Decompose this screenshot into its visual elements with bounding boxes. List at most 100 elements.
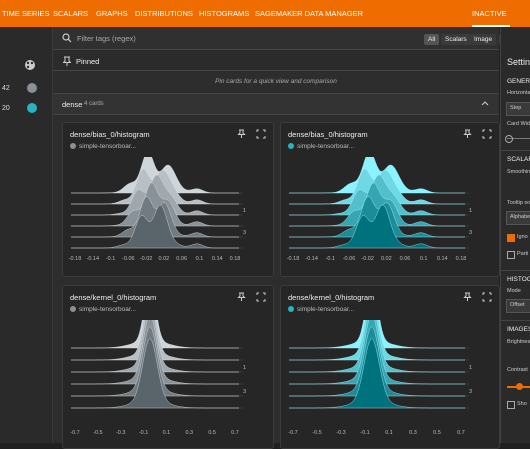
setting-label: Mode <box>507 288 521 294</box>
pinned-title: Pinned <box>76 57 100 66</box>
x-tick-label: 0.7 <box>231 430 239 436</box>
y-tick-label: 3 <box>243 389 246 395</box>
card-actions[interactable] <box>463 129 493 139</box>
setting-label: Tooltip so <box>507 200 530 206</box>
card-actions[interactable] <box>463 292 493 302</box>
status-underline <box>472 25 510 27</box>
checkbox[interactable] <box>507 234 515 242</box>
x-tick-label: 0.1 <box>196 256 204 262</box>
x-tick-label: 0.1 <box>163 430 171 436</box>
setting-label: Offset <box>510 302 525 308</box>
nav-tab[interactable]: GRAPHS <box>96 9 128 18</box>
ridge-plot: 1 3 -0.18 -0.14 -0.1 -0.06 -0.02 0.02 0.06 0.1 0.1… <box>287 157 472 262</box>
y-tick-label: 1 <box>469 365 472 371</box>
x-tick-label: -0.1 <box>106 256 115 262</box>
card-actions[interactable] <box>237 129 267 139</box>
x-tick-label: -0.18 <box>69 256 82 262</box>
palette-icon[interactable] <box>24 59 36 71</box>
x-tick-label: -0.7 <box>288 430 297 436</box>
setting-label: Brightnes <box>507 339 530 345</box>
top-bar: INACTIVE TIME SERIES SCALARS GRAPHS DISTRIB… <box>0 0 530 27</box>
x-tick-label: 0.1 <box>420 256 428 262</box>
run-color[interactable] <box>27 83 37 93</box>
checkbox[interactable] <box>507 251 515 259</box>
ridge-plot: 1 3 -0.18 -0.14 -0.1 -0.06 -0.02 0.02 0.06 0.1 0.1… <box>69 157 246 262</box>
collapse-icon[interactable] <box>481 100 489 106</box>
nav-tab[interactable]: SCALARS <box>53 9 89 18</box>
select[interactable] <box>506 299 530 313</box>
run-name: simple-tensorboar... <box>297 143 355 150</box>
y-tick-label: 3 <box>469 389 472 395</box>
nav-tab[interactable]: HISTOGRAMS <box>199 9 250 18</box>
run-color <box>70 306 76 312</box>
card-title: dense/bias_0/histogram <box>288 130 368 139</box>
x-tick-label: -0.1 <box>360 430 369 436</box>
section-title: IMAGES <box>507 326 530 333</box>
ridge <box>289 157 465 194</box>
pinned-bar <box>53 50 499 71</box>
filter-bar <box>53 27 499 50</box>
run-label: 42 <box>2 85 10 92</box>
y-tick-label: 1 <box>469 208 472 214</box>
x-tick-label: -0.7 <box>70 430 79 436</box>
x-tick-label: 0.02 <box>381 256 392 262</box>
group-name: dense <box>62 100 83 109</box>
x-tick-label: -0.14 <box>87 256 100 262</box>
slider[interactable] <box>507 138 530 139</box>
x-tick-label: -0.06 <box>343 256 356 262</box>
filter-input[interactable]: Filter tags (regex) <box>77 34 136 43</box>
pin-icon <box>63 56 71 66</box>
section-title: SCALAR <box>507 156 530 163</box>
search-icon <box>62 33 72 43</box>
settings-panel: Settin GENERA Horizonta Step Card Wid SCALAR… <box>500 27 530 443</box>
ridge <box>71 204 239 249</box>
ridge <box>71 157 239 194</box>
x-tick-label: 0.3 <box>185 430 193 436</box>
setting-label: Parti <box>517 251 529 257</box>
x-tick-label: 0.06 <box>400 256 411 262</box>
status[interactable]: INACTIVE <box>472 9 507 18</box>
filter-button[interactable]: All <box>424 34 440 45</box>
slider-thumb[interactable] <box>516 383 523 390</box>
divider <box>501 150 530 151</box>
y-tick-label: 3 <box>243 230 246 236</box>
group-header[interactable] <box>53 93 499 115</box>
card-actions[interactable] <box>237 292 267 302</box>
histogram-card: dense/kernel_0/histogram simple-tensorboa… <box>280 285 500 449</box>
run-label: 20 <box>2 105 10 112</box>
settings-title: Settin <box>507 57 530 67</box>
run-name: simple-tensorboar... <box>297 306 355 313</box>
x-tick-label: 0.5 <box>208 430 216 436</box>
run-name: simple-tensorboar... <box>79 306 137 313</box>
run-color <box>70 143 76 149</box>
x-tick-label: -0.3 <box>336 430 345 436</box>
x-tick-label: 0.1 <box>385 430 393 436</box>
x-tick-label: -0.18 <box>287 256 300 262</box>
run-color[interactable] <box>27 103 37 113</box>
sidebar: 42 20 <box>0 27 53 443</box>
x-tick-label: 0.18 <box>456 256 467 262</box>
checkbox[interactable] <box>507 401 515 409</box>
setting-label: Alphabe <box>510 214 530 220</box>
run-color <box>288 143 294 149</box>
x-tick-label: -0.3 <box>116 430 125 436</box>
select[interactable] <box>506 211 530 225</box>
filter-button[interactable]: Image <box>470 34 497 45</box>
divider <box>501 270 530 271</box>
setting-label: Igno <box>517 234 528 240</box>
nav-tab[interactable]: DISTRIBUTIONS <box>135 9 193 18</box>
x-tick-label: -0.02 <box>361 256 374 262</box>
setting-label: Step <box>510 105 522 111</box>
ridge <box>289 182 465 227</box>
filter-button[interactable]: Scalars <box>441 34 471 45</box>
select[interactable] <box>506 102 530 116</box>
section-title: HISTOG <box>507 276 530 283</box>
x-tick-label: 0.3 <box>409 430 417 436</box>
setting-label: Sho <box>517 401 527 407</box>
nav-tab[interactable]: TIME SERIES <box>2 9 50 18</box>
nav-tab[interactable]: SAGEMAKER DATA MANAGER <box>255 9 364 18</box>
card-title: dense/kernel_0/histogram <box>288 293 375 302</box>
x-tick-label: -0.5 <box>312 430 321 436</box>
slider-thumb[interactable] <box>505 135 513 143</box>
